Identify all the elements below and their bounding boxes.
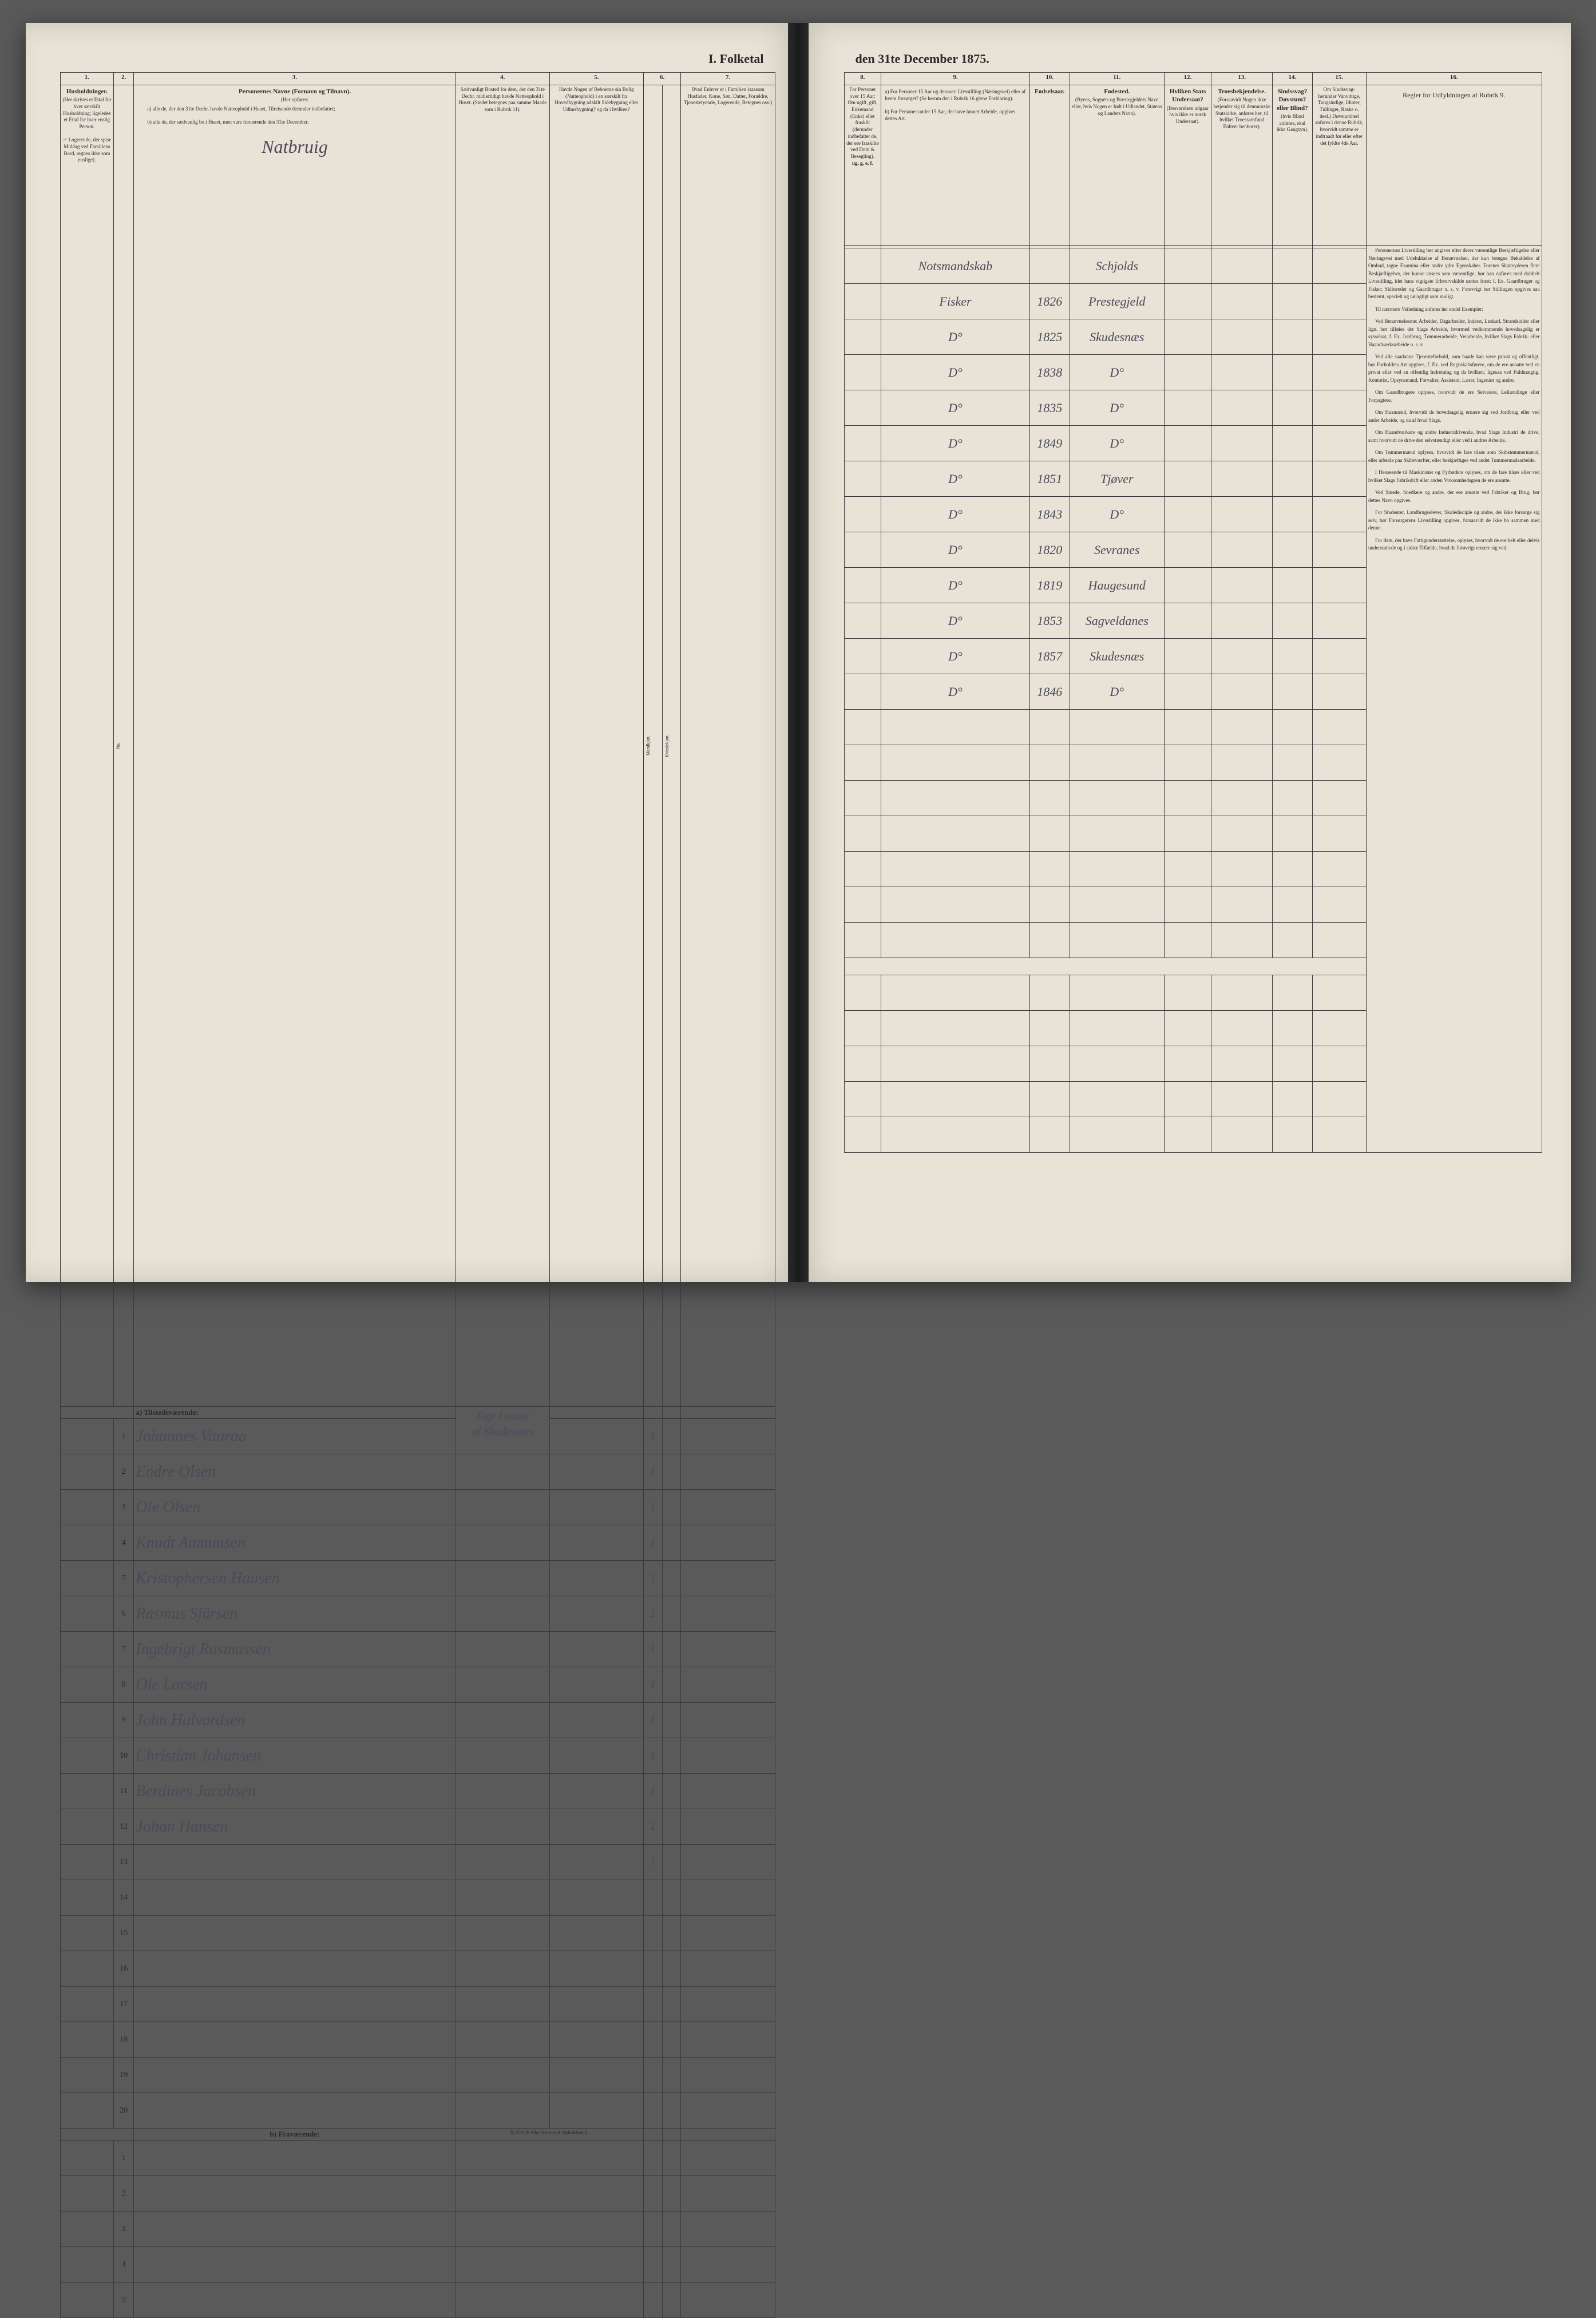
section-b-row: b) Fraværende: b) K'endt eller formodet … bbox=[60, 2129, 775, 2141]
hdr-4: Sædvanligt Bosted for dem, der den 31te … bbox=[456, 85, 549, 1407]
table-row: 5Kristophersen Hausen1 bbox=[60, 1561, 775, 1596]
header-row: Husholdninger. (Her skrives et Ettal for… bbox=[60, 85, 775, 1407]
hdr-11: Fødested. (Byens, Sognets og Præstegjeld… bbox=[1070, 85, 1164, 246]
table-row: 1 bbox=[60, 2141, 775, 2176]
table-row: 8Ole Larsen1 bbox=[60, 1667, 775, 1703]
col-2-num: 2. bbox=[114, 73, 134, 85]
hdr-9: a) For Personer 15 Aar og derover: Livss… bbox=[881, 85, 1029, 246]
hdr-12: Hvilken Stats Undersaat? (Besvarelsen ud… bbox=[1164, 85, 1211, 246]
hdr-10: Fødselsaar. bbox=[1029, 85, 1070, 246]
table-row: 4Knudt Aamunsen1 bbox=[60, 1525, 775, 1561]
right-page: den 31te December 1875. 8. 9. 10. 11. 12… bbox=[798, 23, 1571, 1282]
hdr-13: Troesbekjendelse. (Forsaavidt Nogen ikke… bbox=[1211, 85, 1273, 246]
table-row: 3 bbox=[60, 2212, 775, 2247]
hdr-2: No. bbox=[114, 85, 134, 1407]
table-row: 131 bbox=[60, 1845, 775, 1880]
section-a: a) Tilstedeværende: bbox=[134, 1407, 456, 1419]
hdr-8: For Personer over 15 Aar: Om ugift, gift… bbox=[844, 85, 881, 246]
col-1-num: 1. bbox=[60, 73, 114, 85]
table-row: 1 Johannes Vauraa 1 bbox=[60, 1419, 775, 1454]
hdr-14: Sindssvag? Døvstum? eller Blind? (hvis B… bbox=[1273, 85, 1313, 246]
hdr-3: Personernes Navne (Fornavn og Tilnavn). … bbox=[134, 85, 456, 1407]
table-row: 5 bbox=[60, 2283, 775, 2318]
col-3-num: 3. bbox=[134, 73, 456, 85]
hdr-6k: Kvindekjøn. bbox=[662, 85, 681, 1407]
book-spine bbox=[788, 23, 809, 1282]
col-6-num: 6. bbox=[643, 73, 681, 85]
col-number-row: 1. 2. 3. 4. 5. 6. 7. bbox=[60, 73, 775, 85]
table-row: 17 bbox=[60, 1987, 775, 2022]
table-row: 15 bbox=[60, 1916, 775, 1951]
table-row: 4 bbox=[60, 2247, 775, 2283]
person-name: Johannes Vauraa bbox=[134, 1419, 456, 1454]
title-right: den 31te December 1875. bbox=[844, 52, 1542, 66]
hdr-3-handwritten: Natbruig bbox=[136, 135, 453, 159]
table-row: 9John Halvordsen1 bbox=[60, 1703, 775, 1738]
table-row: 6Rasmus Sjürsen1 bbox=[60, 1596, 775, 1632]
table-row: 12Johan Hansen1 bbox=[60, 1809, 775, 1845]
rules-text-cell: Personernes Livsstilling bør angives eft… bbox=[1366, 246, 1542, 1153]
hdr-16: Regler for Udfyldningen af Rubrik 9. bbox=[1366, 85, 1542, 246]
hdr-1: Husholdninger. (Her skrives et Ettal for… bbox=[60, 85, 114, 1407]
table-row: 3Ole Olsen1 bbox=[60, 1490, 775, 1525]
section-b: b) Fraværende: bbox=[134, 2129, 456, 2141]
col4-handwritten: Jagt Louise af Skudesnæs bbox=[456, 1407, 549, 1454]
table-row: 11Berdines Jacobsen1 bbox=[60, 1774, 775, 1809]
hdr-7: Hvad Enhver er i Familien (saasom Husfad… bbox=[681, 85, 775, 1407]
table-row: 2 bbox=[60, 2176, 775, 2212]
section-a-row: a) Tilstedeværende: Jagt Louise af Skude… bbox=[60, 1407, 775, 1419]
table-row: 7Ingebrigt Rasmussen1 bbox=[60, 1632, 775, 1667]
section-b-col: b) K'endt eller formodet Opholdssted. bbox=[456, 2129, 643, 2141]
census-book: I. Folketal 1. 2. 3. 4. 5. 6. 7. Hushold… bbox=[26, 23, 1571, 1282]
col-7-num: 7. bbox=[681, 73, 775, 85]
table-row: 16 bbox=[60, 1951, 775, 1987]
title-left: I. Folketal bbox=[60, 52, 775, 66]
table-row: 10Christian Johansen1 bbox=[60, 1738, 775, 1774]
col-4-num: 4. bbox=[456, 73, 549, 85]
header-row-r: For Personer over 15 Aar: Om ugift, gift… bbox=[844, 85, 1542, 246]
left-page: I. Folketal 1. 2. 3. 4. 5. 6. 7. Hushold… bbox=[26, 23, 798, 1282]
hdr-15: Om Sindssvag- herunder Vanvittige, Tungs… bbox=[1312, 85, 1366, 246]
right-table: 8. 9. 10. 11. 12. 13. 14. 15. 16. For Pe… bbox=[844, 72, 1542, 1153]
col-number-row-r: 8. 9. 10. 11. 12. 13. 14. 15. 16. bbox=[844, 73, 1542, 85]
hdr-5: Havde Nogen af Beboerne sin Bolig (Natte… bbox=[549, 85, 643, 1407]
col-5-num: 5. bbox=[549, 73, 643, 85]
table-row: 18 bbox=[60, 2022, 775, 2058]
table-row: 14 bbox=[60, 1880, 775, 1916]
table-row: 19 bbox=[60, 2058, 775, 2093]
hdr-6m: Mandkjøn. bbox=[643, 85, 662, 1407]
table-row: 2Endre Olsen1 bbox=[60, 1454, 775, 1490]
table-row: 20 bbox=[60, 2093, 775, 2129]
left-table: 1. 2. 3. 4. 5. 6. 7. Husholdninger. (Her… bbox=[60, 72, 775, 2318]
